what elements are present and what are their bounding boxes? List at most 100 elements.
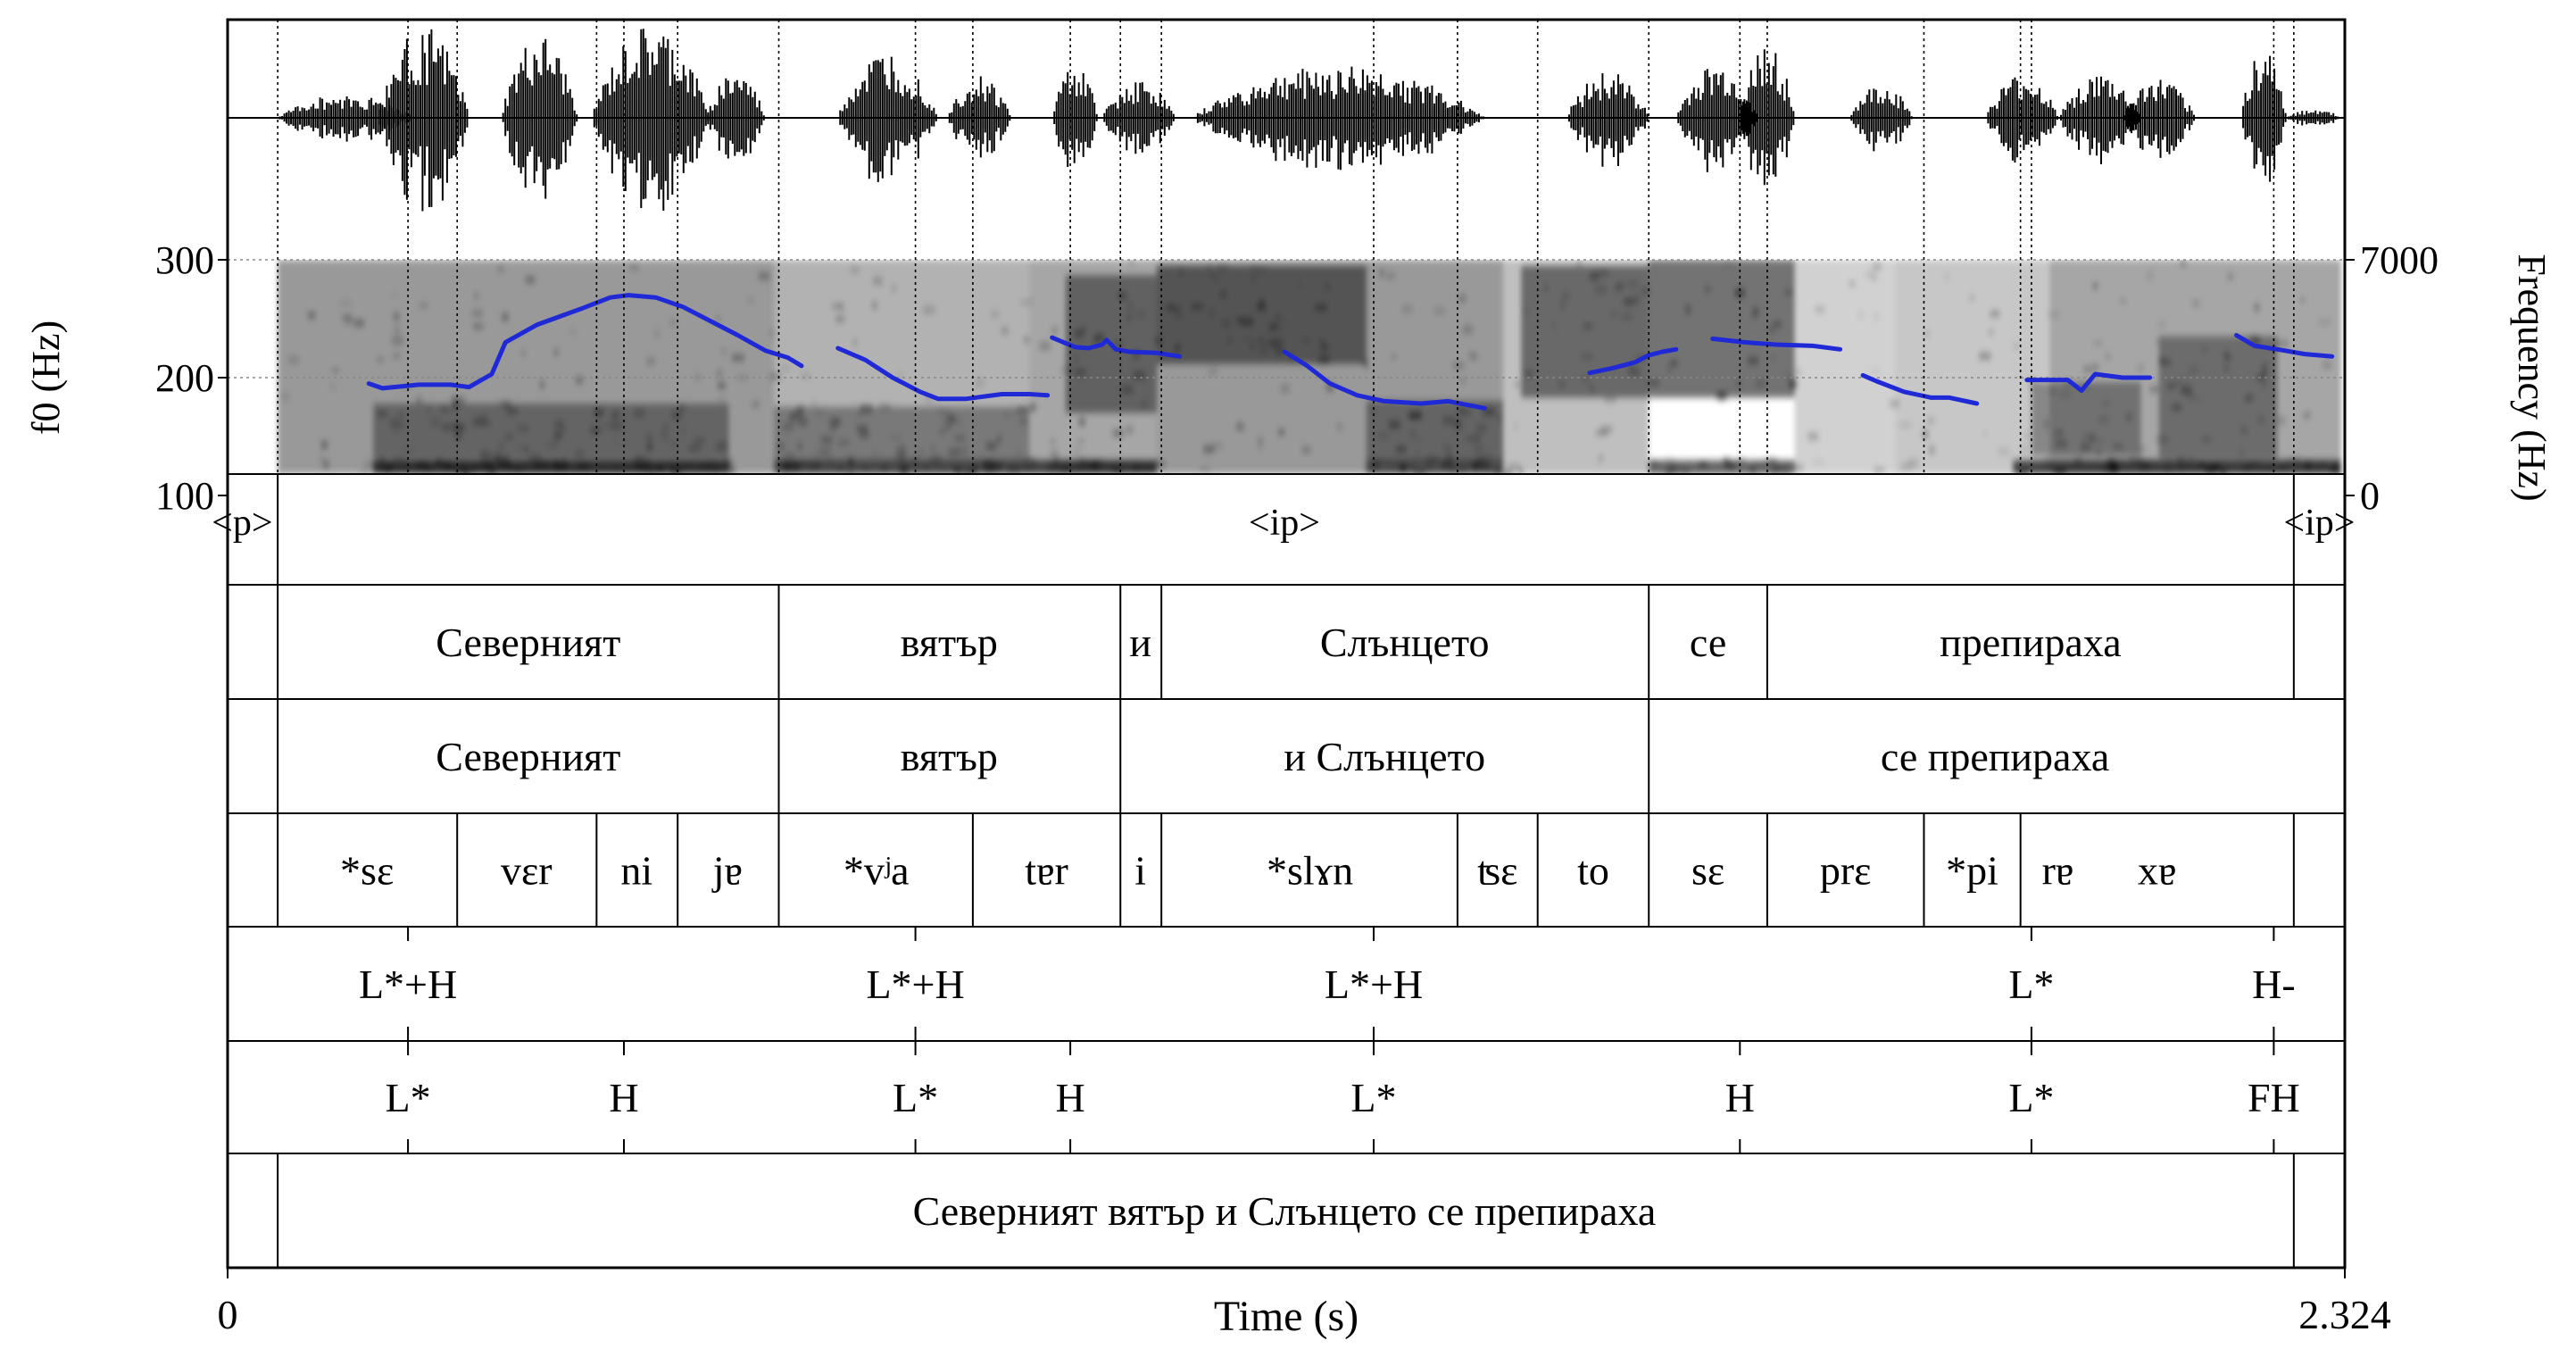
spectrogram-speck xyxy=(2202,437,2212,441)
spectrogram-speck xyxy=(1060,368,1066,371)
spectrogram-speck xyxy=(506,407,519,414)
spectrogram-speck xyxy=(633,409,645,417)
spectrogram-speck xyxy=(525,277,536,283)
spectrogram-speck xyxy=(1766,458,1777,464)
spectrogram-speck xyxy=(1112,341,1124,347)
waveform xyxy=(278,29,2341,212)
spectrogram-speck xyxy=(1517,468,1524,474)
spectrogram-speck xyxy=(1074,356,1078,363)
interval-label: <p> xyxy=(212,503,272,544)
spectrogram-speck xyxy=(391,419,400,428)
spectrogram-speck xyxy=(1944,275,1950,279)
spectrogram-speck xyxy=(971,465,978,470)
spectrogram-speck xyxy=(1472,463,1479,470)
spectrogram-speck xyxy=(500,401,511,406)
spectrogram-speck xyxy=(2098,416,2109,423)
point-label: L* xyxy=(2008,962,2054,1007)
spectrogram-speck xyxy=(2254,304,2260,312)
spectrogram-speck xyxy=(319,456,325,462)
spectrogram-region xyxy=(1894,260,2050,474)
spectrogram-speck xyxy=(385,463,395,468)
spectrogram-speck xyxy=(1425,463,1432,470)
point-label: L* xyxy=(386,1075,431,1120)
spectrogram-speck xyxy=(379,457,385,465)
spectrogram-speck xyxy=(1600,427,1613,432)
spectrogram-speck xyxy=(1794,368,1802,375)
spectrogram-speck xyxy=(2295,458,2301,465)
spectrogram-speck xyxy=(2164,470,2172,474)
spectrogram-speck xyxy=(1363,360,1368,368)
spectrogram-speck xyxy=(1450,470,1458,474)
y-axis-label-right: Frequency (Hz) xyxy=(2510,254,2554,501)
spectrogram-speck xyxy=(641,457,650,465)
point-label: L* xyxy=(2008,1075,2054,1120)
spectrogram-speck xyxy=(1386,274,1392,279)
spectrogram-speck xyxy=(502,312,509,321)
spectrogram-region xyxy=(2158,336,2278,459)
spectrogram-speck xyxy=(811,401,817,405)
spectrogram-speck xyxy=(881,466,888,472)
y-tick-left-200: 200 xyxy=(155,356,214,400)
spectrogram-speck xyxy=(2044,420,2048,428)
spectrogram-speck xyxy=(1669,361,1678,366)
spectrogram-speck xyxy=(707,460,718,465)
spectrogram-region xyxy=(373,404,729,459)
spectrogram-speck xyxy=(474,293,479,298)
spectrogram-speck xyxy=(1899,423,1912,427)
spectrogram-speck xyxy=(1769,326,1775,334)
spectrogram-speck xyxy=(553,349,559,355)
spectrogram-speck xyxy=(2058,391,2072,397)
spectrogram-speck xyxy=(752,402,760,407)
spectrogram-speck xyxy=(1320,345,1328,350)
spectrogram-speck xyxy=(816,461,821,465)
spectrogram-speck xyxy=(416,461,428,470)
spectrogram-speck xyxy=(1200,468,1211,471)
spectrogram-speck xyxy=(831,304,842,308)
spectrogram-speck xyxy=(1281,321,1288,326)
waveform-segment xyxy=(2123,79,2195,158)
spectrogram-speck xyxy=(2146,271,2154,280)
spectrogram-speck xyxy=(1076,469,1085,472)
spectrogram-speck xyxy=(452,396,465,404)
spectrogram-speck xyxy=(903,465,908,470)
spectrogram-speck xyxy=(424,468,433,472)
spectrogram-speck xyxy=(2092,364,2099,370)
spectrogram-speck xyxy=(398,412,404,420)
spectrogram-speck xyxy=(662,425,668,432)
spectrogram-speck xyxy=(660,436,669,439)
waveform-frame xyxy=(228,20,2345,259)
spectrogram-speck xyxy=(2304,461,2312,470)
spectrogram-speck xyxy=(2158,321,2166,327)
spectrogram-speck xyxy=(1666,368,1673,372)
spectrogram-speck xyxy=(2262,363,2268,369)
spectrogram-speck xyxy=(2218,468,2231,471)
spectrogram-speck xyxy=(1029,404,1036,412)
spectrogram-speck xyxy=(1414,470,1426,474)
spectrogram-speck xyxy=(829,424,836,432)
spectrogram-speck xyxy=(1582,376,1590,381)
spectrogram-speck xyxy=(1871,370,1880,373)
spectrogram-speck xyxy=(823,438,834,445)
y-tick-left-300: 300 xyxy=(155,238,214,282)
spectrogram-speck xyxy=(2054,469,2067,474)
point-label: H- xyxy=(2252,962,2296,1007)
spectrogram-speck xyxy=(2251,337,2261,344)
spectrogram-speck xyxy=(1979,353,1991,360)
spectrogram-speck xyxy=(984,460,995,468)
spectrogram-speck xyxy=(1024,337,1030,343)
spectrogram-speck xyxy=(463,470,474,474)
spectrogram-speck xyxy=(440,407,449,412)
spectrogram-speck xyxy=(898,445,905,449)
spectrogram-speck xyxy=(646,358,655,365)
spectrogram-speck xyxy=(2181,260,2186,266)
spectrogram-speck xyxy=(1061,468,1069,474)
spectrogram-speck xyxy=(1462,325,1474,334)
spectrogram-speck xyxy=(1626,365,1635,370)
spectrogram-speck xyxy=(1453,362,1465,369)
spectrogram-speck xyxy=(1858,312,1864,319)
spectrogram-speck xyxy=(553,420,564,427)
spectrogram-speck xyxy=(1400,465,1407,474)
spectrogram-speck xyxy=(1458,466,1467,474)
tier-1: <p> <ip> <ip> xyxy=(212,474,2355,585)
tier-7: Северният вятър и Слънцето се препираха xyxy=(228,1153,2345,1268)
